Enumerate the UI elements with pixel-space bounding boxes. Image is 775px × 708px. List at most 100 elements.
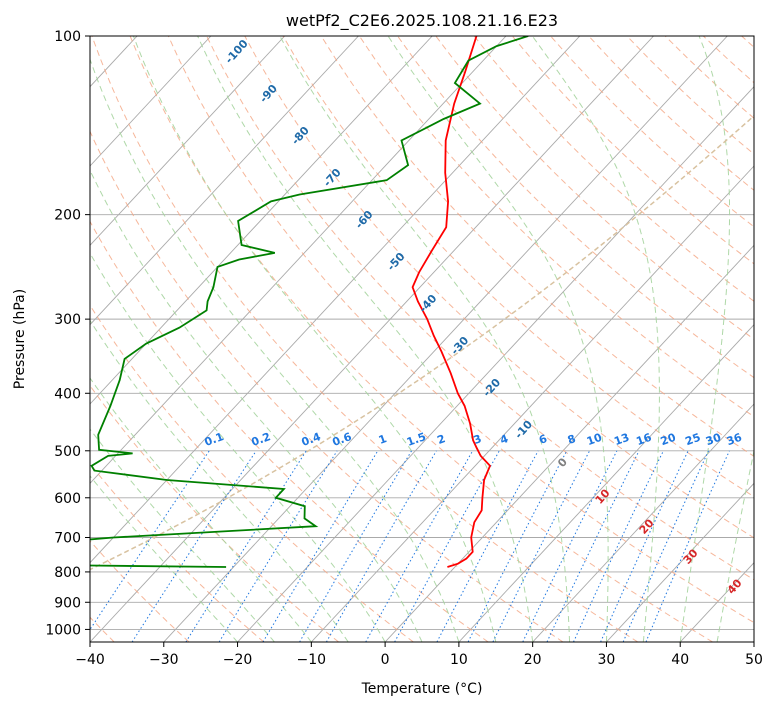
- mixing-ratio-line: [131, 450, 257, 642]
- dry-adiabat-line: [397, 36, 754, 379]
- dry-adiabat-line: [358, 36, 754, 418]
- dry-adiabat-label: -70: [321, 166, 344, 190]
- y-tick-label: 100: [54, 29, 81, 45]
- mixing-ratio-label: 36: [725, 431, 744, 449]
- dry-adiabat-line: [90, 462, 265, 642]
- isotherm-line: [90, 36, 507, 484]
- dry-adiabat-line: [435, 36, 754, 340]
- dry-adiabat-line: [167, 36, 754, 624]
- mixing-ratio-label: 4: [498, 432, 510, 447]
- dry-adiabat-label: 0: [555, 455, 570, 470]
- dry-adiabat-line: [90, 130, 564, 642]
- y-tick-label: 700: [54, 531, 81, 547]
- mixing-ratio-line: [645, 450, 730, 642]
- y-tick-label: 900: [54, 595, 81, 611]
- isotherm-line: [90, 36, 359, 326]
- dry-adiabat-line: [473, 36, 754, 302]
- y-tick-label: 200: [54, 208, 81, 224]
- moist-adiabat-line: [387, 36, 609, 642]
- moist-adiabat-line: [90, 169, 423, 642]
- mixing-ratio-label: 2: [435, 432, 447, 447]
- mixing-ratio-line: [436, 450, 539, 642]
- moist-adiabat-line: [531, 36, 660, 642]
- mixing-ratio-label: 3: [472, 432, 484, 447]
- moist-adiabat-line: [716, 448, 754, 642]
- y-tick-label: 500: [54, 444, 81, 460]
- mixing-ratio-line: [262, 450, 379, 642]
- dry-adiabat-line: [90, 220, 489, 642]
- moist-adiabat-line: [197, 36, 534, 642]
- mixing-ratio-line: [573, 450, 664, 642]
- dry-adiabat-label: -20: [480, 376, 503, 400]
- mixing-ratio-label: 20: [659, 431, 678, 449]
- x-tick-label: 50: [745, 652, 763, 668]
- mixing-ratio-line: [299, 450, 413, 642]
- mixing-ratio-label: 1: [377, 432, 389, 447]
- x-tick-label: −10: [297, 652, 327, 668]
- dry-adiabat-label: -10: [512, 418, 535, 442]
- plot-frame: [89, 35, 755, 643]
- mixing-ratio-label: 30: [704, 431, 723, 449]
- mixing-ratio-line: [185, 450, 307, 642]
- mixing-ratio-label: 0.6: [331, 430, 354, 449]
- moist-adiabat-line: [90, 57, 460, 642]
- y-tick-label: 300: [54, 312, 81, 328]
- dry-adiabat-label: 30: [681, 546, 701, 566]
- dewpoint-profile-line: [90, 36, 529, 568]
- dry-adiabat-line: [90, 540, 190, 642]
- moist-adiabat-line: [90, 319, 349, 642]
- dry-adiabat-line: [282, 36, 754, 498]
- isotherm-line: [90, 36, 433, 405]
- y-axis-label: Pressure (hPa): [12, 289, 28, 389]
- mixing-ratio-label: 1.5: [405, 430, 428, 449]
- mixing-ratio-line: [622, 450, 710, 642]
- dry-adiabat-line: [129, 36, 713, 642]
- isotherm-line: [0, 36, 63, 642]
- dry-adiabat-line: [550, 36, 754, 228]
- reference-curve: [90, 114, 754, 571]
- dry-adiabat-label: 10: [593, 486, 613, 506]
- isotherm-line: [90, 36, 286, 247]
- isotherm-line: [606, 482, 754, 642]
- isotherm-line: [532, 403, 754, 642]
- moist-adiabat-line: [132, 36, 497, 642]
- chart-title: wetPf2_C2E6.2025.108.21.16.E23: [286, 11, 558, 31]
- mixing-ratio-line: [394, 450, 500, 642]
- mixing-ratio-line: [365, 450, 474, 642]
- mixing-ratio-label: 13: [612, 431, 631, 448]
- y-tick-label: 1000: [45, 622, 81, 638]
- y-tick-label: 800: [54, 565, 81, 581]
- isotherm-line: [90, 36, 212, 167]
- x-tick-label: 30: [598, 652, 616, 668]
- dry-adiabat-line: [741, 36, 754, 48]
- dry-adiabat-line: [702, 36, 754, 84]
- y-axis: 100 200 300 400 500 600 700 800 900 1000: [45, 29, 90, 638]
- dry-adiabat-line: [206, 36, 754, 581]
- dry-adiabat-label: -100: [223, 37, 251, 66]
- mixing-ratio-label: 0.2: [250, 430, 273, 449]
- moist-adiabat-line: [90, 252, 386, 642]
- background-lines: [90, 36, 754, 642]
- dry-adiabat-label: -80: [289, 124, 312, 148]
- moist-adiabat-line: [679, 36, 731, 642]
- isotherm-line: [458, 324, 754, 642]
- moist-adiabat-line: [90, 428, 275, 642]
- dry-adiabat-line: [90, 304, 414, 642]
- y-tick-label: 600: [54, 491, 81, 507]
- moist-adiabat-line: [90, 377, 312, 642]
- x-tick-label: 40: [671, 652, 689, 668]
- mixing-ratio-label: 6: [537, 432, 549, 447]
- sounding-profiles: [90, 36, 529, 568]
- dry-adiabat-label: 40: [725, 576, 745, 596]
- isotherm-line: [90, 36, 581, 564]
- dry-adiabat-line: [320, 36, 754, 457]
- dry-adiabat-line: [664, 36, 754, 119]
- mixing-ratio-label: 0.4: [300, 430, 323, 449]
- mixing-ratio-label: 16: [634, 431, 653, 449]
- y-tick-label: 400: [54, 386, 81, 402]
- dry-adiabat-label: -40: [416, 292, 439, 316]
- mixing-ratio-label: 8: [566, 432, 578, 447]
- mixing-ratio-label: 25: [683, 431, 702, 448]
- x-tick-label: 0: [381, 652, 390, 668]
